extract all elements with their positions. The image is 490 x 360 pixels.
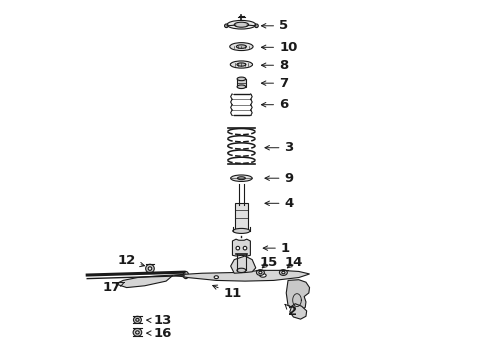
Text: 1: 1 bbox=[263, 242, 290, 255]
Text: 9: 9 bbox=[265, 172, 294, 185]
Ellipse shape bbox=[133, 316, 141, 323]
Ellipse shape bbox=[238, 177, 245, 180]
Text: 4: 4 bbox=[265, 197, 294, 210]
Text: 6: 6 bbox=[262, 98, 288, 111]
Polygon shape bbox=[232, 239, 250, 256]
Ellipse shape bbox=[227, 21, 256, 29]
Polygon shape bbox=[173, 270, 310, 281]
Text: 12: 12 bbox=[118, 254, 145, 267]
Polygon shape bbox=[286, 280, 310, 311]
Polygon shape bbox=[290, 304, 307, 319]
Ellipse shape bbox=[133, 328, 142, 336]
Ellipse shape bbox=[136, 331, 139, 334]
Text: 15: 15 bbox=[259, 256, 278, 269]
Text: 16: 16 bbox=[147, 327, 172, 339]
Ellipse shape bbox=[282, 271, 285, 274]
Text: 7: 7 bbox=[262, 77, 288, 90]
Ellipse shape bbox=[214, 276, 219, 279]
Ellipse shape bbox=[237, 63, 246, 66]
Ellipse shape bbox=[260, 274, 266, 277]
Text: 8: 8 bbox=[262, 59, 288, 72]
Ellipse shape bbox=[183, 271, 189, 279]
Ellipse shape bbox=[255, 24, 258, 28]
Text: 10: 10 bbox=[262, 41, 297, 54]
Ellipse shape bbox=[237, 85, 245, 89]
Text: 14: 14 bbox=[285, 256, 303, 269]
Text: 2: 2 bbox=[285, 304, 297, 319]
Text: 5: 5 bbox=[262, 19, 288, 32]
Ellipse shape bbox=[233, 228, 250, 233]
Ellipse shape bbox=[234, 22, 248, 27]
Text: 13: 13 bbox=[147, 314, 172, 328]
Ellipse shape bbox=[236, 246, 240, 250]
Ellipse shape bbox=[231, 175, 252, 181]
Ellipse shape bbox=[136, 319, 139, 321]
Ellipse shape bbox=[256, 270, 265, 275]
Ellipse shape bbox=[230, 61, 252, 68]
Text: 11: 11 bbox=[213, 285, 242, 300]
Ellipse shape bbox=[259, 271, 262, 274]
Text: 17: 17 bbox=[103, 281, 124, 294]
Ellipse shape bbox=[224, 24, 228, 28]
Ellipse shape bbox=[148, 267, 152, 270]
Bar bbox=[237, 79, 245, 87]
Ellipse shape bbox=[237, 77, 245, 81]
Ellipse shape bbox=[279, 270, 287, 275]
Ellipse shape bbox=[236, 45, 246, 48]
Polygon shape bbox=[116, 275, 173, 288]
Ellipse shape bbox=[146, 264, 154, 273]
Bar bbox=[235, 203, 248, 230]
Ellipse shape bbox=[230, 42, 253, 50]
Polygon shape bbox=[231, 256, 256, 273]
Text: 3: 3 bbox=[265, 141, 294, 154]
Ellipse shape bbox=[237, 268, 246, 273]
Ellipse shape bbox=[243, 246, 247, 250]
